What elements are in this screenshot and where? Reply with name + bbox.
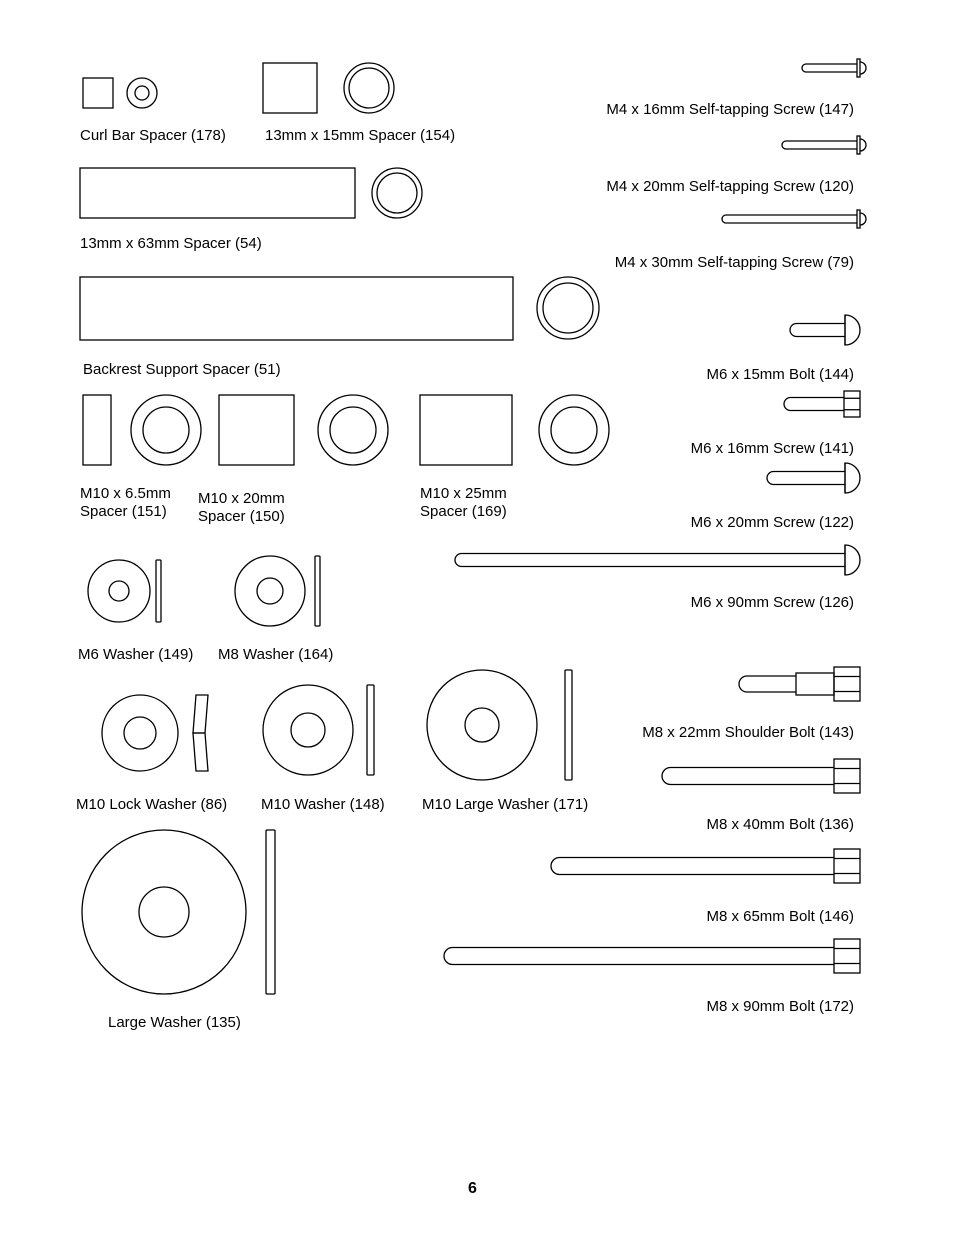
- label-screw_m4x16: M4 x 16mm Self-tapping Screw (147): [606, 101, 854, 118]
- label-m10_25_spacer: M10 x 25mm: [420, 485, 507, 502]
- label-spacer_13x63: 13mm x 63mm Spacer (54): [80, 235, 262, 252]
- label-m10_washer: M10 Washer (148): [261, 796, 385, 813]
- label-bolt_m6x15: M6 x 15mm Bolt (144): [706, 366, 854, 383]
- label-m8_washer: M8 Washer (164): [218, 646, 333, 663]
- label-screw_m6x20: M6 x 20mm Screw (122): [691, 514, 854, 531]
- label-m10_20_spacer: Spacer (150): [198, 508, 285, 525]
- label-bolt_m8x40: M8 x 40mm Bolt (136): [706, 816, 854, 833]
- label-m6_washer: M6 Washer (149): [78, 646, 193, 663]
- label-screw_m4x20: M4 x 20mm Self-tapping Screw (120): [606, 178, 854, 195]
- page-number: 6: [468, 1180, 477, 1198]
- label-screw_m4x30: M4 x 30mm Self-tapping Screw (79): [615, 254, 854, 271]
- label-m10_20_spacer: M10 x 20mm: [198, 490, 285, 507]
- label-screw_m6x90: M6 x 90mm Screw (126): [691, 594, 854, 611]
- label-bolt_m8x90: M8 x 90mm Bolt (172): [706, 998, 854, 1015]
- label-m10_25_spacer: Spacer (169): [420, 503, 507, 520]
- hardware-chart-page: Curl Bar Spacer (178) 13mm x 15mm Spacer …: [0, 0, 954, 1235]
- label-m10_large_washer: M10 Large Washer (171): [422, 796, 588, 813]
- label-m10_6p5_spacer: Spacer (151): [80, 503, 167, 520]
- label-m10_lock_washer: M10 Lock Washer (86): [76, 796, 227, 813]
- label-large_washer: Large Washer (135): [108, 1014, 241, 1031]
- label-curl_bar_spacer: Curl Bar Spacer (178): [80, 127, 226, 144]
- label-backrest_spacer: Backrest Support Spacer (51): [83, 361, 281, 378]
- label-m10_6p5_spacer: M10 x 6.5mm: [80, 485, 171, 502]
- label-bolt_m8x65: M8 x 65mm Bolt (146): [706, 908, 854, 925]
- label-screw_m6x16: M6 x 16mm Screw (141): [691, 440, 854, 457]
- label-shoulder_m8x22: M8 x 22mm Shoulder Bolt (143): [642, 724, 854, 741]
- label-spacer_13x15: 13mm x 15mm Spacer (154): [265, 127, 455, 144]
